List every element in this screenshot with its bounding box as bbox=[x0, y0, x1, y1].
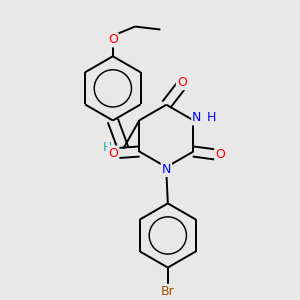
Text: O: O bbox=[109, 146, 118, 160]
Text: N: N bbox=[192, 111, 202, 124]
Text: H: H bbox=[206, 111, 216, 124]
Text: O: O bbox=[108, 33, 118, 46]
Text: N: N bbox=[162, 163, 171, 176]
Text: O: O bbox=[215, 148, 225, 161]
Text: Br: Br bbox=[161, 285, 175, 298]
Text: O: O bbox=[177, 76, 187, 89]
Text: H: H bbox=[103, 141, 112, 154]
